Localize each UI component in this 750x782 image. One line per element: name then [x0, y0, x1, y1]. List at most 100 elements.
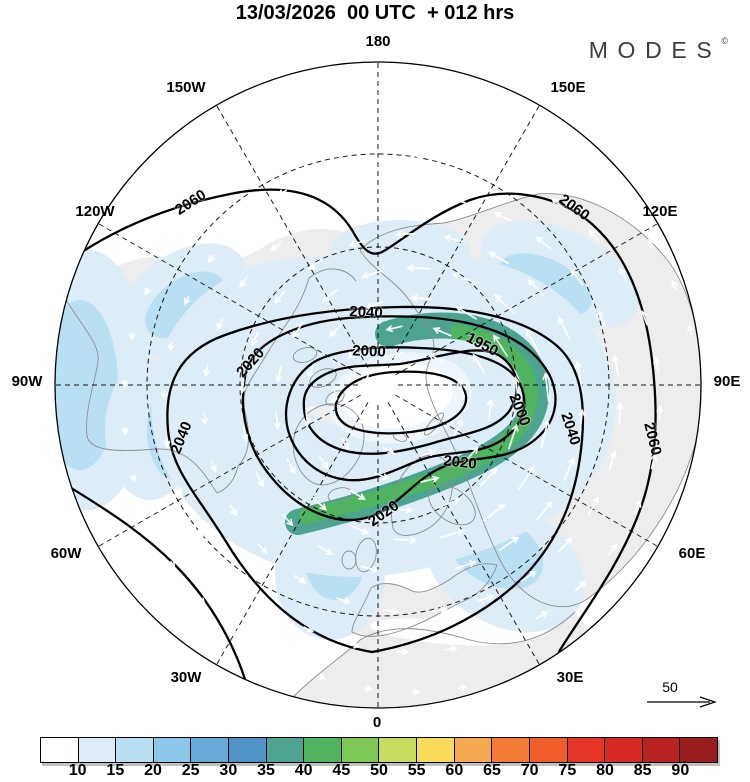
wind-arrow [203, 364, 211, 378]
wind-arrow [267, 148, 276, 155]
wind-arrow [558, 536, 573, 553]
wind-arrow [121, 427, 129, 436]
modes-logo: MODES© [589, 36, 728, 64]
contour-2020 [241, 315, 557, 522]
wind-arrow [616, 402, 624, 424]
wind-arrow [273, 412, 281, 430]
reference-arrow-value: 50 [662, 679, 678, 695]
wind-arrow [596, 309, 607, 329]
wind-arrow [348, 641, 361, 649]
lon-label-30W: 30W [171, 669, 203, 686]
wind-arrow [570, 269, 584, 286]
wind-arrow [319, 168, 332, 175]
wind-arrow [286, 457, 296, 475]
wind-arrow [275, 365, 283, 383]
wind-arrow [183, 295, 191, 306]
page-title: 13/03/2026 00 UTC + 012 hrs [235, 2, 515, 24]
wind-arrow [414, 152, 428, 160]
wind-arrow [167, 341, 175, 352]
reference-arrow-head [699, 696, 717, 708]
wind-arrow [160, 389, 168, 400]
wind-arrow [385, 325, 403, 333]
meridian-line [395, 394, 658, 547]
wind-arrow [255, 472, 264, 488]
wind-arrow [472, 353, 485, 374]
wind-arrow [477, 594, 495, 603]
wind-arrow [145, 519, 153, 527]
wind-arrow [366, 155, 379, 163]
wind-arrow [281, 513, 294, 527]
colorbar-tick-label: 65 [483, 762, 501, 779]
colorbar-cell [492, 738, 530, 762]
colorbar [40, 737, 718, 763]
wind-arrow [121, 379, 129, 389]
wind-arrow [382, 446, 395, 454]
colorbar-tick-label: 30 [219, 762, 238, 779]
wind-arrow [617, 202, 626, 211]
lon-label-150E: 150E [550, 79, 585, 96]
wind-arrow [462, 159, 477, 167]
lon-label-150W: 150W [166, 79, 206, 96]
wind-arrow [251, 331, 259, 347]
colorbar-tick-label: 45 [332, 762, 351, 779]
wind-arrow [656, 404, 664, 422]
wind-arrow [361, 270, 383, 279]
wind-arrow [309, 215, 323, 224]
map-boundary [54, 61, 702, 709]
wind-arrow [274, 654, 282, 662]
wind-arrow [403, 112, 413, 120]
colorbar-cell [41, 738, 79, 762]
lon-label-120W: 120W [75, 203, 115, 220]
wind-arrow [360, 565, 380, 573]
wind-arrow [310, 128, 320, 136]
colorbar-cell [642, 738, 681, 762]
wind-arrow [395, 230, 417, 238]
meridian-line [387, 402, 540, 665]
wind-arrow [349, 489, 366, 500]
wind-arrow [293, 575, 307, 584]
wind-arrow [317, 545, 334, 556]
colorbar-tick-label: 55 [407, 762, 426, 779]
colorbar-cell [153, 738, 192, 762]
wind-arrow [648, 238, 655, 249]
wind-arrow [493, 212, 512, 222]
wind-arrow [129, 332, 136, 342]
lon-label-0: 0 [373, 714, 381, 731]
wind-arrow [520, 570, 538, 582]
wind-arrow [362, 374, 369, 387]
wind-arrow [194, 207, 202, 215]
wind-arrow [497, 127, 507, 135]
wind-arrow [276, 189, 287, 196]
wind-arrow [574, 360, 583, 387]
wind-arrow [488, 251, 510, 265]
wind-arrow [482, 503, 506, 522]
colorbar-tick-label: 20 [144, 762, 162, 779]
colorbar-cell [78, 738, 117, 762]
wind-arrow [274, 290, 286, 304]
wind-arrow [508, 423, 519, 450]
wind-arrow [650, 453, 658, 470]
lon-label-60E: 60E [679, 545, 706, 562]
wind-arrow [207, 254, 215, 264]
colorbar-tick-label: 10 [68, 762, 87, 779]
wind-arrow [336, 597, 352, 605]
wind-arrow [419, 449, 437, 457]
wind-arrow [536, 500, 553, 521]
wind-arrow [526, 328, 541, 356]
wind-arrow [307, 363, 315, 380]
colorbar-cell [191, 738, 230, 762]
wind-arrow [396, 648, 410, 656]
wind-arrow [439, 528, 465, 539]
wind-arrow [517, 465, 535, 491]
contour-2040 [166, 305, 585, 654]
wind-arrow [239, 218, 248, 227]
wind-arrow [241, 426, 249, 443]
colorbar-cell [529, 738, 568, 762]
colorbar-cell [417, 738, 455, 762]
wind-arrow [498, 536, 520, 551]
wind-arrow [363, 684, 373, 692]
wind-arrow [444, 645, 459, 653]
meridian-line [387, 105, 540, 368]
wind-arrow [175, 485, 183, 496]
